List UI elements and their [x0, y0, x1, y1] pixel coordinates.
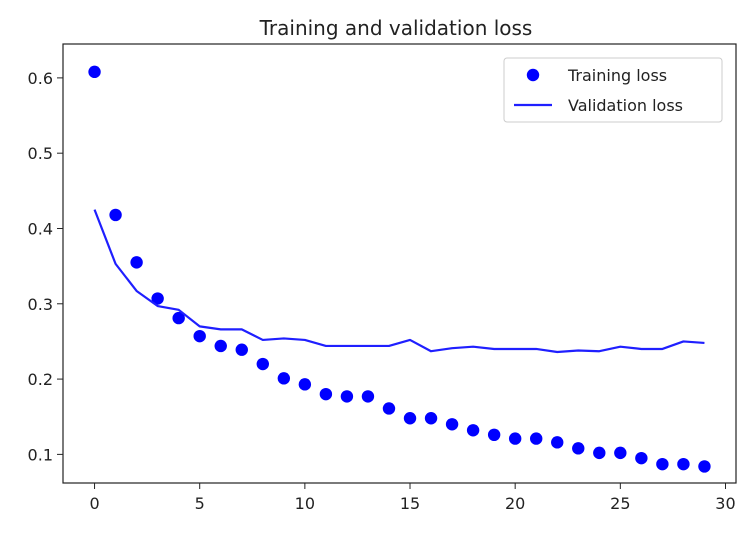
- legend-dot-marker: [527, 69, 539, 81]
- x-tick-label: 0: [89, 494, 99, 513]
- y-tick-label: 0.6: [28, 69, 53, 88]
- x-tick-label: 25: [610, 494, 630, 513]
- y-tick-label: 0.3: [28, 295, 53, 314]
- training-loss-point: [614, 447, 626, 459]
- y-tick-label: 0.5: [28, 144, 53, 163]
- training-loss-point: [446, 418, 458, 430]
- training-loss-point: [88, 66, 100, 78]
- training-loss-point: [572, 442, 584, 454]
- training-loss-point: [299, 378, 311, 390]
- training-loss-point: [278, 372, 290, 384]
- training-loss-point: [236, 344, 248, 356]
- legend-label: Validation loss: [568, 96, 683, 115]
- training-loss-point: [341, 390, 353, 402]
- training-loss-point: [215, 340, 227, 352]
- training-loss-point: [530, 432, 542, 444]
- y-tick-label: 0.4: [28, 219, 53, 238]
- training-loss-point: [425, 412, 437, 424]
- training-loss-point: [677, 458, 689, 470]
- training-loss-point: [257, 358, 269, 370]
- legend: Training loss Validation loss: [504, 58, 722, 122]
- training-loss-point: [656, 458, 668, 470]
- training-loss-point: [509, 432, 521, 444]
- chart-title: Training and validation loss: [259, 16, 533, 40]
- training-loss-point: [551, 436, 563, 448]
- y-tick-label: 0.2: [28, 370, 53, 389]
- x-tick-label: 10: [295, 494, 315, 513]
- training-loss-point: [320, 388, 332, 400]
- y-tick-label: 0.1: [28, 445, 53, 464]
- x-tick-label: 15: [400, 494, 420, 513]
- training-loss-point: [593, 447, 605, 459]
- training-loss-point: [404, 412, 416, 424]
- training-loss-point: [635, 452, 647, 464]
- x-tick-label: 20: [505, 494, 525, 513]
- x-tick-label: 5: [195, 494, 205, 513]
- training-loss-point: [467, 424, 479, 436]
- training-loss-point: [698, 460, 710, 472]
- training-loss-point: [194, 330, 206, 342]
- x-tick-label: 30: [715, 494, 735, 513]
- training-loss-point: [383, 402, 395, 414]
- legend-label: Training loss: [567, 66, 667, 85]
- training-loss-point: [109, 209, 121, 221]
- training-loss-point: [362, 390, 374, 402]
- training-loss-point: [488, 429, 500, 441]
- training-loss-point: [130, 256, 142, 268]
